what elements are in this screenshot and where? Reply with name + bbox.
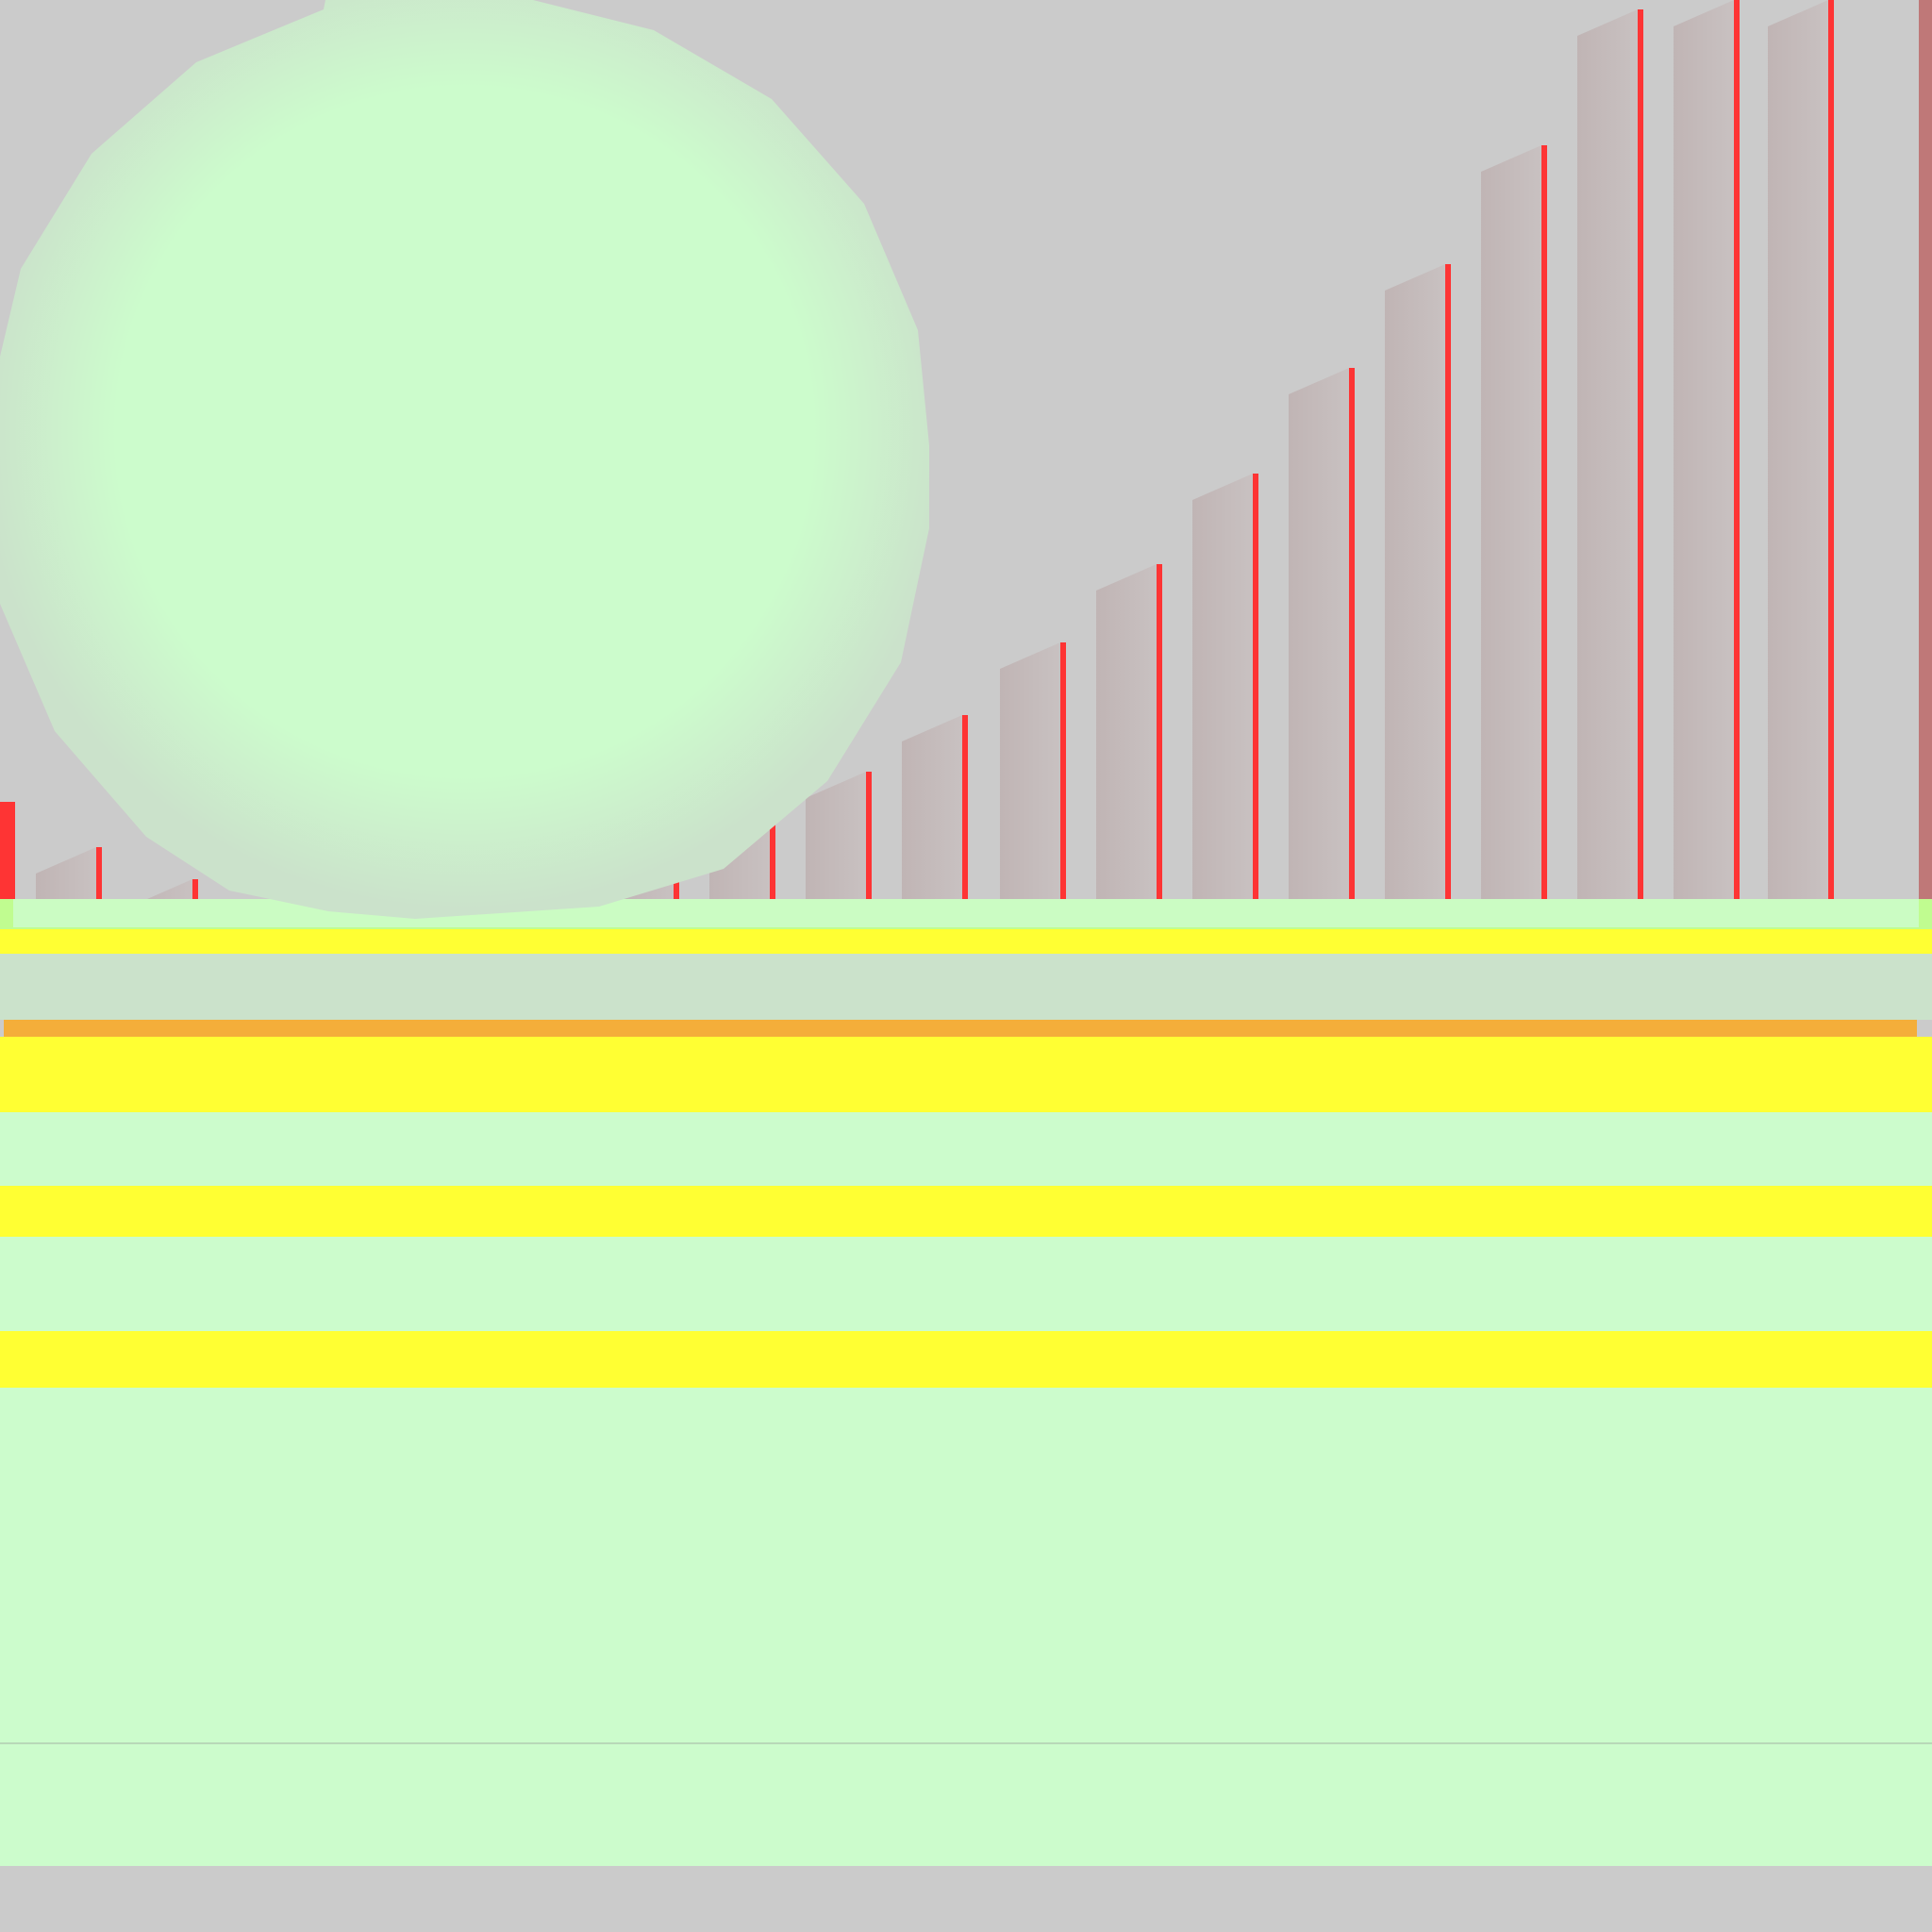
pillar-red-edge bbox=[1157, 564, 1162, 899]
pillar-red-edge bbox=[1734, 0, 1740, 899]
pillar-slab bbox=[1000, 642, 1060, 899]
pillar-red-edge bbox=[962, 715, 968, 899]
strip-green-1 bbox=[0, 1112, 1932, 1186]
pillar-slab bbox=[1577, 9, 1638, 899]
strip-yellow-1 bbox=[0, 929, 1932, 954]
pillar-slab bbox=[806, 772, 866, 899]
pillar-red-edge bbox=[1253, 474, 1258, 899]
pillar-red-edge bbox=[1541, 145, 1547, 899]
pillar-slab bbox=[1289, 368, 1349, 899]
pillar-slab bbox=[36, 847, 96, 899]
strip-yellow-4 bbox=[0, 1331, 1932, 1388]
strip-yellow-2 bbox=[0, 1037, 1932, 1112]
strip-gray-band bbox=[0, 954, 1932, 1020]
pillar-red-edge bbox=[1445, 264, 1451, 899]
strip-yellow-3 bbox=[0, 1186, 1932, 1237]
striped-floor bbox=[0, 899, 1932, 1866]
strip-orange bbox=[4, 1020, 1917, 1037]
pillar-slab bbox=[1674, 0, 1734, 899]
pillar-red-edge bbox=[1060, 642, 1066, 899]
pillar-slab bbox=[1096, 564, 1157, 899]
pillar-red-edge bbox=[192, 879, 198, 899]
pillar-slab bbox=[1768, 0, 1828, 899]
pillar-slab bbox=[902, 715, 962, 899]
pillar-red-edge bbox=[1638, 9, 1643, 899]
pillar-red-edge bbox=[0, 802, 15, 899]
strip-green-2 bbox=[0, 1237, 1932, 1331]
pillar-red-edge bbox=[770, 824, 775, 899]
pillar-red-edge bbox=[866, 772, 872, 899]
right-rust-edge bbox=[1919, 0, 1932, 899]
pillar-red-edge bbox=[96, 847, 102, 899]
pillar-slab bbox=[1481, 145, 1541, 899]
strip-green-3 bbox=[0, 1388, 1932, 1866]
pillar-slab bbox=[1385, 264, 1445, 899]
pillar-red-edge bbox=[1349, 368, 1355, 899]
pillar-red-edge bbox=[1828, 0, 1834, 899]
pillar-slab bbox=[1192, 474, 1253, 899]
sphere-shape bbox=[0, 0, 929, 919]
